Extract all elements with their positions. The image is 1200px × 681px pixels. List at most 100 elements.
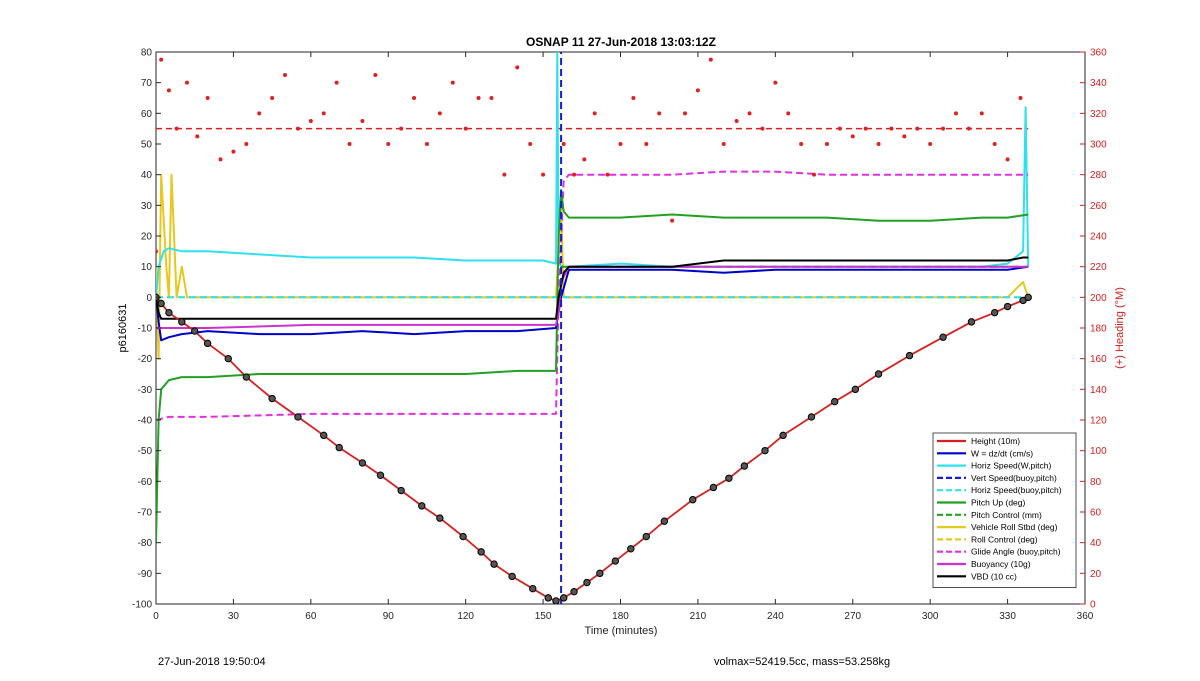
y-tick-label: 80 (141, 48, 153, 59)
y2-tick-label: 160 (1090, 354, 1107, 365)
x-tick-label: 270 (844, 611, 861, 622)
series-point-heading (174, 126, 179, 131)
height-marker (709, 483, 718, 492)
series-point-heading (747, 111, 752, 116)
y2-tick-label: 200 (1090, 293, 1107, 304)
x-tick-label: 210 (690, 611, 707, 622)
x-tick-label: 300 (922, 611, 939, 622)
y2-tick-label: 100 (1090, 446, 1107, 457)
series-point-heading (876, 142, 881, 146)
y-tick-label: 20 (141, 232, 153, 243)
height-marker (905, 351, 914, 360)
series-point-heading (953, 111, 958, 116)
legend-label: W = dz/dt (cm/s) (971, 448, 1033, 458)
footer-timestamp: 27-Jun-2018 19:50:04 (158, 656, 266, 668)
series-point-heading (966, 126, 971, 131)
footer-info: volmax=52419.5cc, mass=53.258kg (714, 656, 891, 668)
y2-tick-label: 120 (1090, 416, 1107, 427)
legend-label: Height (10m) (971, 436, 1020, 446)
height-marker (560, 594, 568, 602)
height-marker (477, 548, 485, 556)
series-point-heading (218, 157, 223, 162)
tick-labels: 0 30 60 90 120 150 180 210 240 270 300 330 360807060… (132, 48, 1107, 623)
series-point-heading (283, 73, 288, 77)
y-tick-label: 60 (141, 109, 153, 120)
series-line-glide-angle-buoy-pitch (156, 170, 1029, 421)
legend-label: Horiz Speed(buoy,pitch) (971, 485, 1062, 495)
height-marker (570, 588, 578, 596)
height-marker (320, 431, 328, 440)
series-point-heading (863, 126, 868, 131)
legend-label: Vehicle Roll Stbd (deg) (971, 522, 1058, 532)
height-marker (779, 431, 787, 440)
series-point-heading (257, 111, 262, 116)
y2-tick-label: 180 (1090, 324, 1107, 335)
y2-tick-label: 260 (1090, 201, 1107, 212)
series-point-heading (824, 142, 829, 146)
series-point-heading (195, 134, 200, 139)
series-point-heading (270, 96, 275, 100)
height-marker (294, 413, 302, 421)
y2-tick-label: 240 (1090, 232, 1107, 243)
y2-tick-label: 0 (1090, 600, 1096, 611)
series-point-heading (592, 111, 597, 116)
series-point-heading (515, 65, 520, 70)
y2-axis-label: (+) Heading (°M) (1114, 287, 1126, 369)
y-tick-label: 40 (141, 170, 153, 181)
height-marker (611, 557, 620, 565)
y-tick-label: 30 (141, 201, 153, 212)
series-point-heading (992, 142, 997, 146)
y2-tick-label: 220 (1090, 262, 1107, 273)
y2-tick-label: 80 (1090, 477, 1102, 488)
x-axis-label: Time (minutes) (585, 625, 658, 637)
x-tick-label: 30 (228, 611, 240, 622)
series-line-w-dz-dt-cm-s (156, 265, 1029, 342)
height-marker (376, 471, 385, 479)
series-point-heading (334, 80, 339, 85)
series-point-heading (437, 111, 442, 116)
x-tick-label: 180 (612, 611, 629, 622)
series-point-heading (670, 218, 675, 223)
x-tick-label: 360 (1077, 611, 1094, 622)
series-point-heading (889, 126, 894, 131)
series-point-heading (184, 80, 189, 85)
height-marker (807, 413, 816, 421)
series-point-heading (561, 142, 566, 146)
x-tick-label: 0 (153, 611, 159, 622)
legend-box (932, 432, 1077, 589)
series-point-heading (902, 134, 907, 139)
y-tick-label: -10 (138, 324, 153, 335)
height-marker (689, 496, 697, 504)
x-tick-label: 120 (457, 611, 474, 622)
series-point-heading (979, 111, 984, 116)
y2-tick-label: 320 (1090, 109, 1107, 120)
height-marker (178, 318, 186, 326)
x-tick-label: 90 (383, 611, 395, 622)
height-marker (939, 333, 947, 341)
y-tick-label: 50 (141, 140, 153, 151)
y-tick-label: -30 (138, 385, 153, 396)
series-point-heading (373, 73, 378, 77)
series-point-heading (386, 142, 391, 146)
series-point-heading (799, 142, 804, 146)
series-point-heading (773, 80, 778, 85)
height-marker (1003, 302, 1012, 311)
series-point-heading (321, 111, 326, 116)
series-point-heading (618, 142, 623, 146)
plot-area (156, 52, 1032, 604)
series-point-heading (915, 126, 920, 131)
series-point-heading (399, 126, 404, 131)
height-marker (830, 397, 839, 406)
series-point-heading (360, 119, 365, 123)
series-point-heading (572, 172, 577, 177)
series-line-pitch-up-deg (156, 189, 1029, 543)
height-marker (490, 560, 498, 568)
series-point-heading (708, 57, 713, 62)
series-point-heading (463, 126, 468, 131)
height-marker (418, 502, 426, 510)
series-point-heading (928, 142, 933, 146)
y2-tick-label: 360 (1090, 48, 1107, 59)
height-marker (544, 594, 552, 602)
y-tick-label: -40 (138, 416, 153, 427)
series-point-heading (760, 126, 765, 131)
